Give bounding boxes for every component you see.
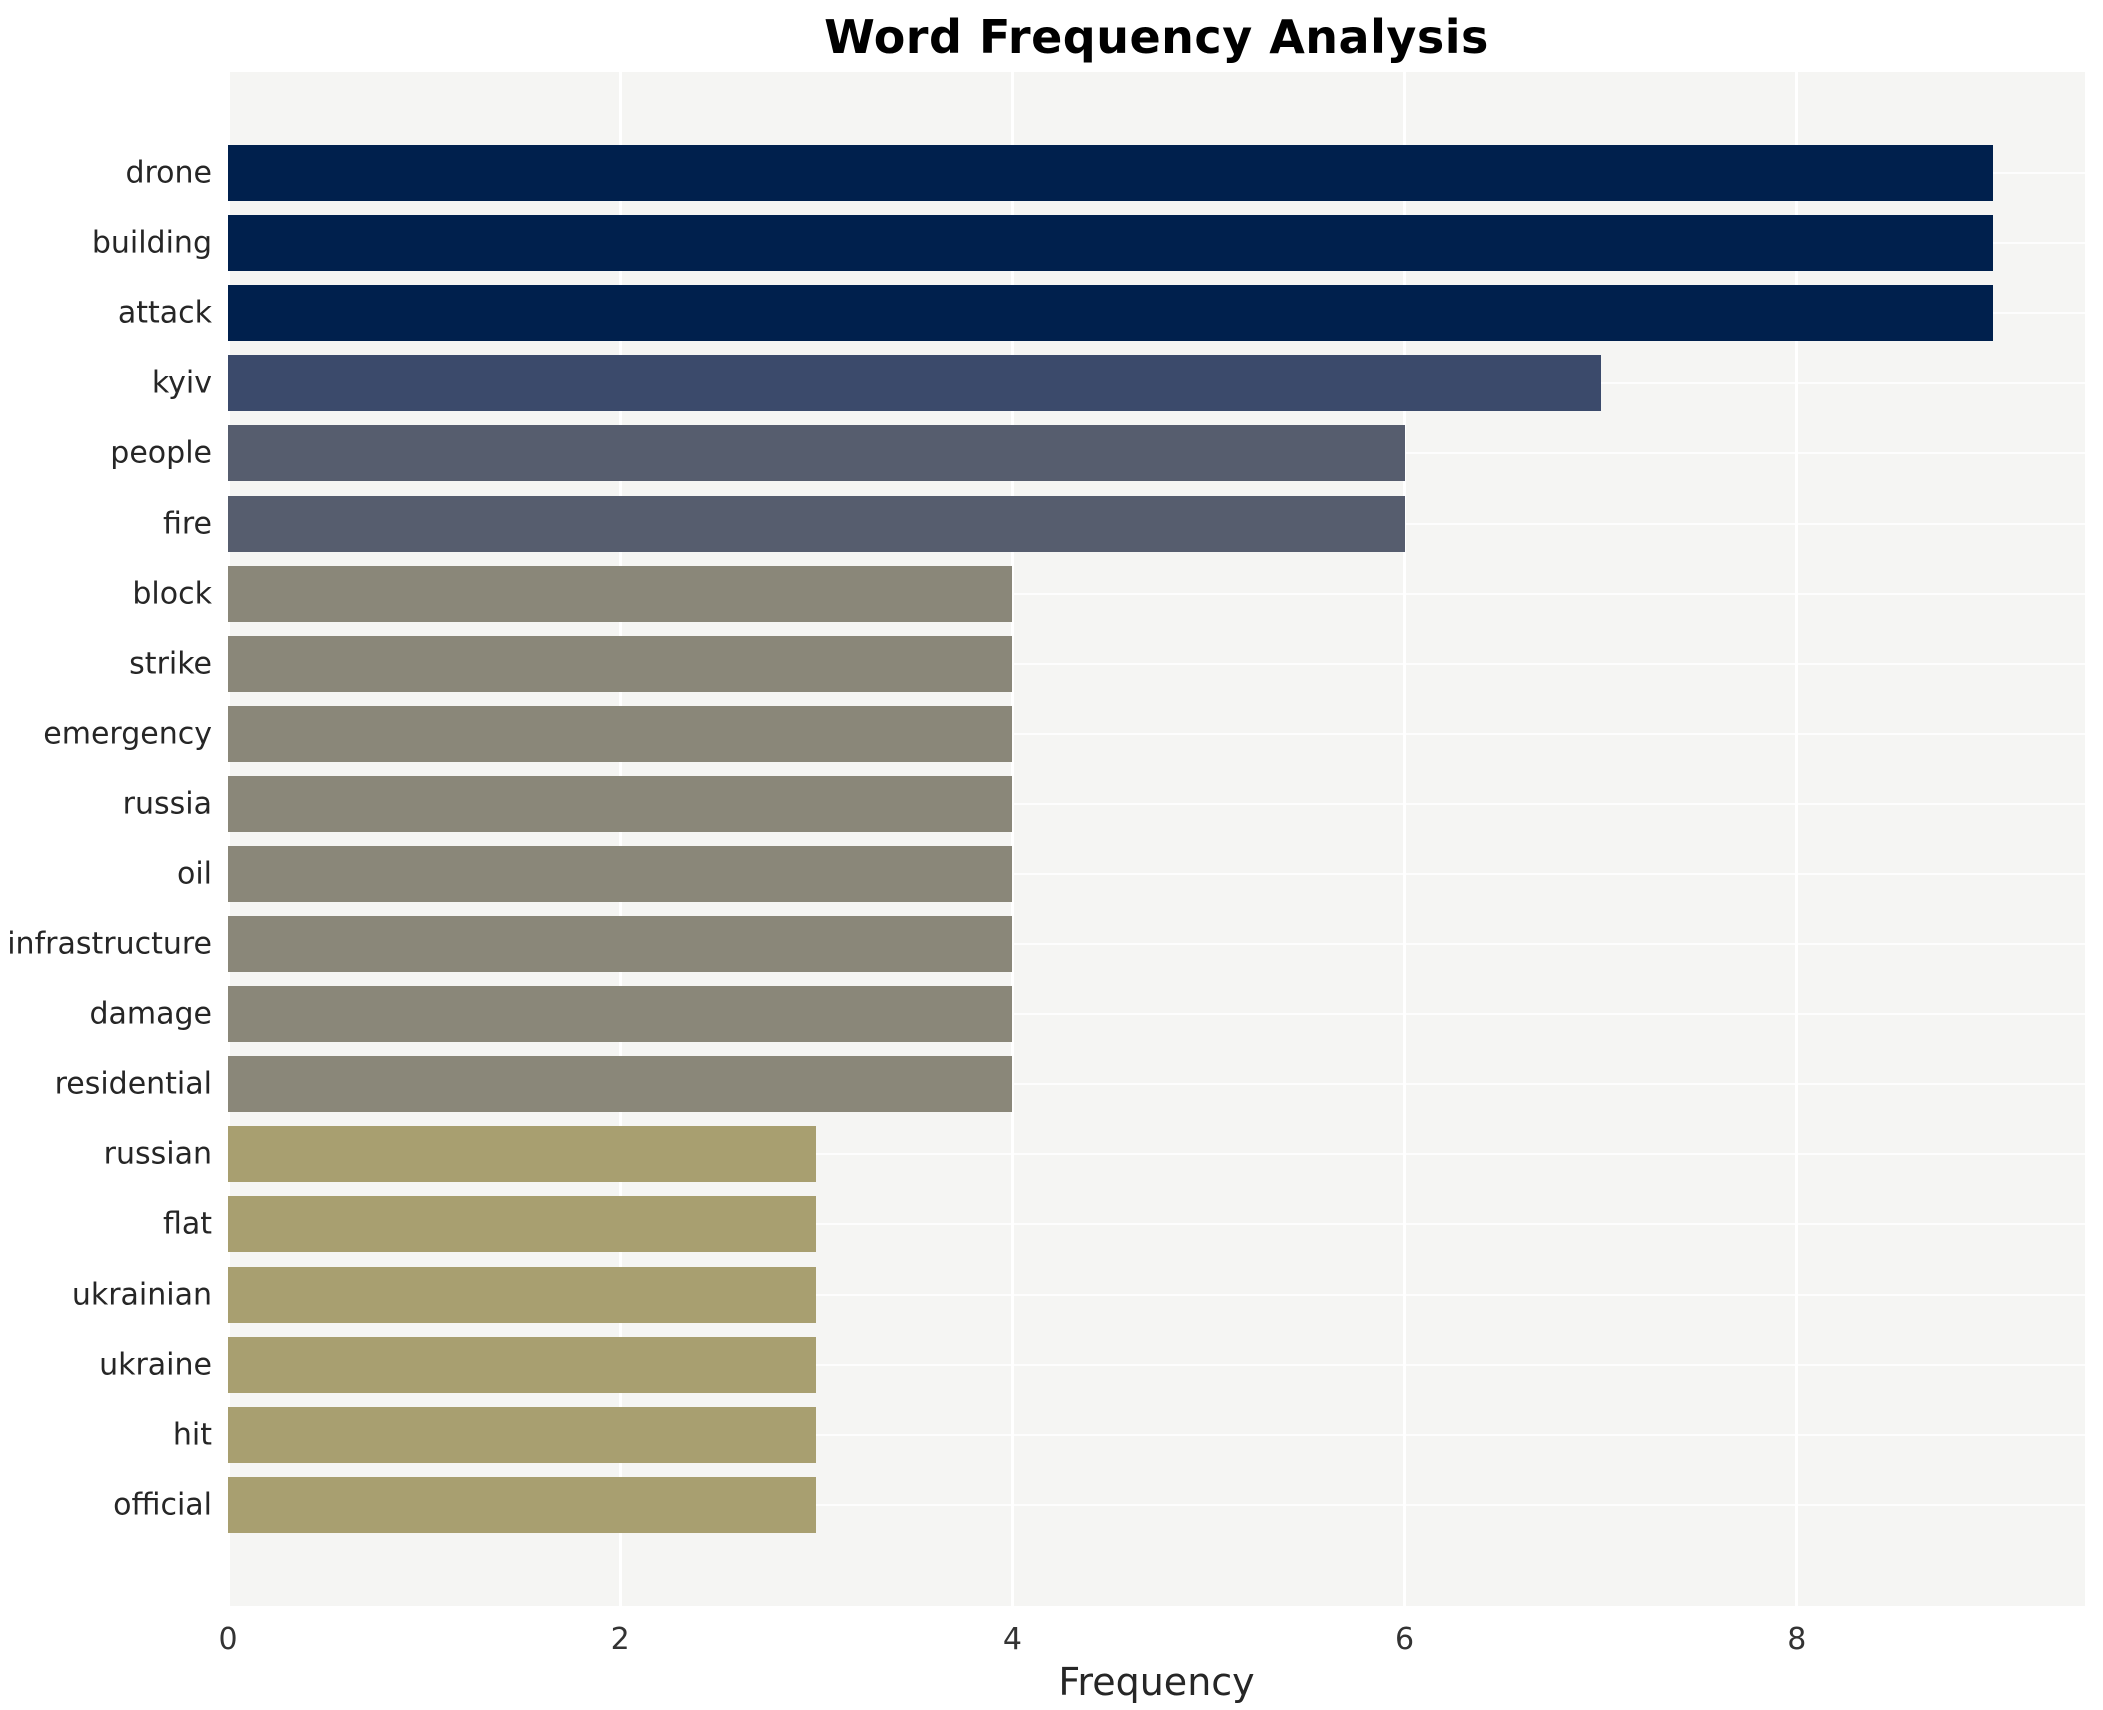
bar [228, 425, 1405, 482]
chart-title: Word Frequency Analysis [824, 10, 1489, 64]
x-axis-tick-label: 6 [1395, 1622, 1415, 1657]
bar [228, 495, 1405, 552]
vertical-gridline [618, 72, 622, 1606]
bar-row: russia [123, 769, 2085, 839]
vertical-gridline [1403, 72, 1407, 1606]
bar [228, 565, 1013, 622]
horizontal-gridline [228, 1153, 2085, 1156]
horizontal-gridline [228, 732, 2085, 735]
bar-row: attack [118, 278, 2085, 348]
bar [228, 635, 1013, 692]
x-axis-title: Frequency [1058, 1660, 1255, 1704]
vertical-gridline [226, 72, 230, 1606]
horizontal-gridline [228, 1363, 2085, 1366]
category-label: ukrainian [71, 1277, 212, 1313]
bar [228, 916, 1013, 973]
bar [228, 145, 1993, 202]
bar-row: fire [163, 488, 2085, 558]
bar [228, 775, 1013, 832]
bar [228, 1126, 817, 1183]
horizontal-gridline [228, 872, 2085, 875]
category-label: infrastructure [7, 926, 212, 962]
bar [228, 986, 1013, 1043]
horizontal-gridline [228, 1083, 2085, 1086]
bar [228, 1406, 817, 1463]
bar-row: official [113, 1470, 2085, 1540]
category-label: flat [162, 1206, 212, 1242]
horizontal-gridline [228, 1293, 2085, 1296]
category-label: russian [103, 1136, 212, 1172]
category-label: hit [172, 1417, 212, 1453]
bar-row: emergency [43, 699, 2085, 769]
category-label: building [91, 225, 212, 261]
bar-row: drone [125, 138, 2085, 208]
category-label: attack [117, 295, 212, 331]
horizontal-gridline [228, 1433, 2085, 1436]
category-label: strike [129, 646, 212, 682]
bar [228, 705, 1013, 762]
horizontal-gridline [228, 1223, 2085, 1226]
bar-row: ukrainian [72, 1260, 2085, 1330]
bar [228, 215, 1993, 272]
bar-row: infrastructure [7, 909, 2085, 979]
bar-row: strike [129, 629, 2085, 699]
category-label: kyiv [151, 365, 212, 401]
bar [228, 285, 1993, 342]
category-label: russia [122, 786, 212, 822]
bar [228, 1336, 817, 1393]
bar-row: hit [173, 1400, 2085, 1470]
horizontal-gridline [228, 1013, 2085, 1016]
horizontal-gridline [228, 662, 2085, 665]
bar [228, 1476, 817, 1533]
category-label: damage [89, 996, 212, 1032]
bar [228, 845, 1013, 902]
bar [228, 355, 1601, 412]
x-axis-tick-label: 8 [1787, 1622, 1807, 1657]
bar [228, 1266, 817, 1323]
x-axis-tick-label: 0 [218, 1622, 238, 1657]
bar-row: building [92, 208, 2085, 278]
bar-rows-container: drone building attack kyiv people fire block st… [7, 138, 2085, 1540]
category-label: drone [125, 155, 212, 191]
horizontal-gridline [228, 943, 2085, 946]
bar-row: russian [104, 1119, 2085, 1189]
category-label: ukraine [99, 1347, 212, 1383]
bar [228, 1056, 1013, 1113]
bar-row: oil [177, 839, 2085, 909]
x-axis-tick-label: 4 [1002, 1622, 1022, 1657]
horizontal-gridline [228, 802, 2085, 805]
category-label: emergency [43, 716, 212, 752]
horizontal-gridline [228, 592, 2085, 595]
category-label: residential [54, 1066, 212, 1102]
bar-row: ukraine [99, 1330, 2085, 1400]
bar-row: residential [55, 1049, 2085, 1119]
category-label: oil [176, 856, 212, 892]
bar [228, 1196, 817, 1253]
vertical-gridline [1795, 72, 1799, 1606]
bar-row: people [110, 418, 2085, 488]
x-axis-tick-label: 2 [610, 1622, 630, 1657]
category-label: fire [162, 506, 212, 542]
category-label: official [113, 1487, 212, 1523]
category-label: people [110, 435, 212, 471]
vertical-gridline [1010, 72, 1014, 1606]
bar-row: damage [89, 979, 2085, 1049]
category-label: block [132, 576, 212, 612]
bar-row: kyiv [152, 348, 2085, 418]
horizontal-gridline [228, 1503, 2085, 1506]
plot-area: drone building attack kyiv people fire block st… [7, 72, 2085, 1606]
bar-row: block [132, 559, 2085, 629]
bar-row: flat [163, 1189, 2085, 1259]
